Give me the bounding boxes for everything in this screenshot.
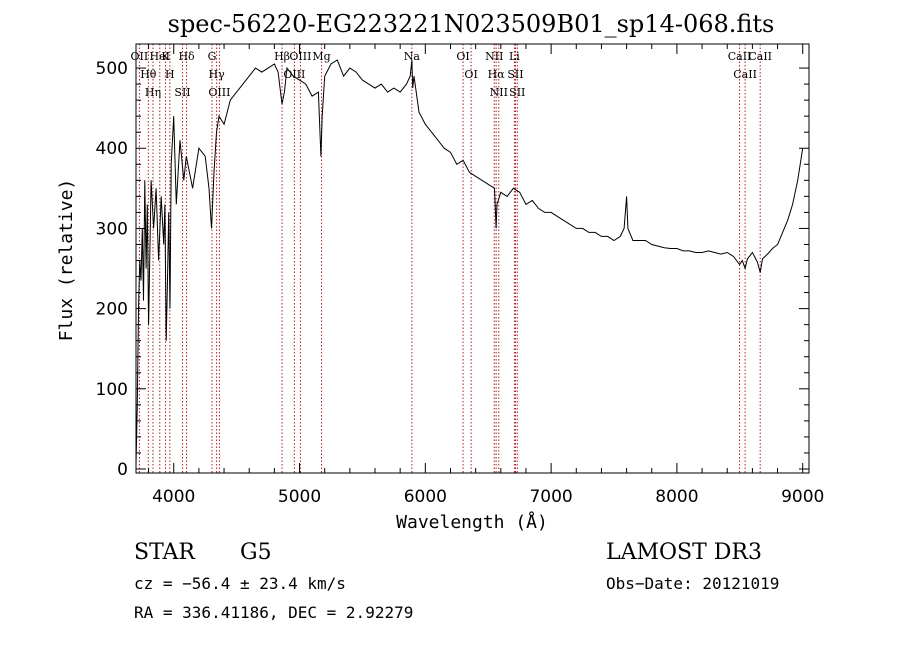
x-tick-label: 9000	[781, 487, 824, 507]
line-label-2: Hη	[145, 86, 161, 99]
y-tick-label: 0	[117, 460, 128, 480]
line-label-8: G	[208, 50, 217, 63]
ra-dec: RA = 336.41186, DEC = 2.92279	[134, 603, 414, 622]
x-axis-label: Wavelength (Å)	[396, 511, 548, 533]
spectrum-series	[135, 59, 804, 466]
line-label-20: NII	[490, 86, 508, 99]
y-tick-label: 100	[96, 380, 128, 400]
line-label-15: Na	[404, 50, 421, 63]
line-label-1: Hθ	[140, 68, 157, 81]
y-tick-label: 200	[96, 300, 128, 320]
line-label-11: Hβ	[274, 50, 290, 63]
y-tick-label: 500	[96, 59, 128, 79]
line-label-17: OI	[464, 68, 477, 81]
y-axis-label: Flux (relative)	[56, 179, 77, 342]
line-label-26: CaII	[748, 50, 772, 63]
line-label-19: Hα	[488, 68, 506, 81]
line-label-25: CaII	[733, 68, 757, 81]
line-label-5: H	[165, 68, 175, 81]
redshift-cz: cz = −56.4 ± 23.4 km/s	[134, 574, 346, 593]
line-label-9: Hγ	[209, 68, 226, 81]
line-label-18: NII	[485, 50, 503, 63]
line-label-13: OIII	[289, 50, 311, 63]
x-tick-label: 5000	[278, 487, 321, 507]
x-tick-label: 6000	[404, 487, 447, 507]
survey-name: LAMOST DR3	[606, 540, 762, 565]
line-label-22: SII	[507, 68, 523, 81]
line-label-21: Li	[509, 50, 520, 63]
line-label-14: Mg	[312, 50, 330, 63]
line-label-4: K	[161, 50, 170, 63]
line-label-0: OII	[131, 50, 149, 63]
y-axis-ticks: 0 100 200 300 400 500	[96, 59, 809, 480]
y-tick-label: 300	[96, 219, 128, 239]
x-tick-label: 4000	[152, 487, 195, 507]
plot-frame	[135, 43, 810, 474]
object-subclass: G5	[240, 540, 272, 565]
observation-date: Obs−Date: 20121019	[606, 574, 780, 593]
line-label-6: SII	[174, 86, 190, 99]
spectral-line-markers	[138, 44, 761, 473]
line-label-24: CaII	[728, 50, 752, 63]
x-tick-label: 7000	[529, 487, 572, 507]
line-label-3: HeI	[150, 50, 170, 63]
x-axis-ticks: 4000 5000 6000 7000 8000 9000	[148, 44, 824, 507]
line-label-10: OIII	[208, 86, 230, 99]
line-label-23: SII	[509, 86, 525, 99]
series-line-0	[135, 59, 804, 466]
y-tick-label: 400	[96, 139, 128, 159]
chart-title: spec-56220-EG223221N023509B01_sp14-068.f…	[168, 10, 775, 38]
line-label-16: OI	[456, 50, 469, 63]
x-tick-label: 8000	[655, 487, 698, 507]
line-label-7: Hδ	[178, 50, 195, 63]
object-class: STAR	[134, 540, 195, 565]
